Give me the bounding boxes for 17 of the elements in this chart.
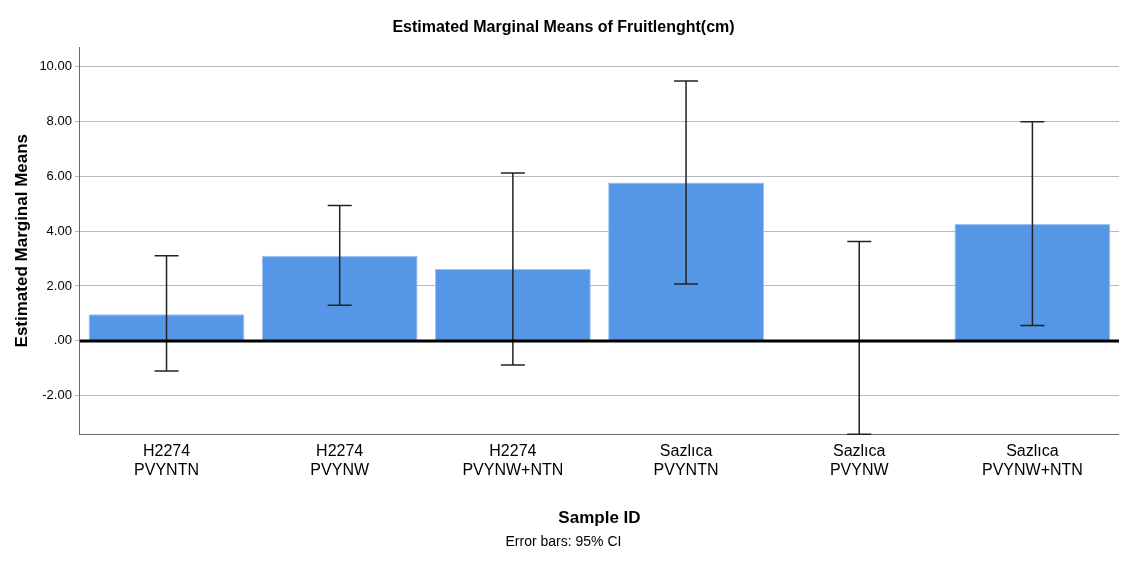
x-tick-label: Sazlıca PVYNTN [653,442,719,479]
y-tick-label: 8.00 [46,112,72,128]
x-tick-label: Sazlıca PVYNW+NTN [981,442,1083,479]
y-axis-title: Estimated Marginal Means [11,133,31,348]
y-tick-label: 10.00 [39,57,72,73]
y-tick-label: 4.00 [46,222,72,238]
y-tick-label: 6.00 [46,167,72,183]
x-tick-label: H2274 PVYNW+NTN [462,442,564,479]
x-tick-label: H2274 PVYNW [310,442,370,479]
x-tick-label: H2274 PVYNTN [134,442,199,479]
y-tick-label: .00 [53,332,72,348]
y-tick-label: -2.00 [42,387,72,403]
x-axis-title: Sample ID [558,508,641,528]
x-tick-label: Sazlıca PVYNW [829,442,890,479]
chart-title: Estimated Marginal Means of Fruitlenght(cm) [392,18,735,36]
y-tick-label: 2.00 [46,277,72,293]
text: Error bars: 95% CI [504,533,623,549]
